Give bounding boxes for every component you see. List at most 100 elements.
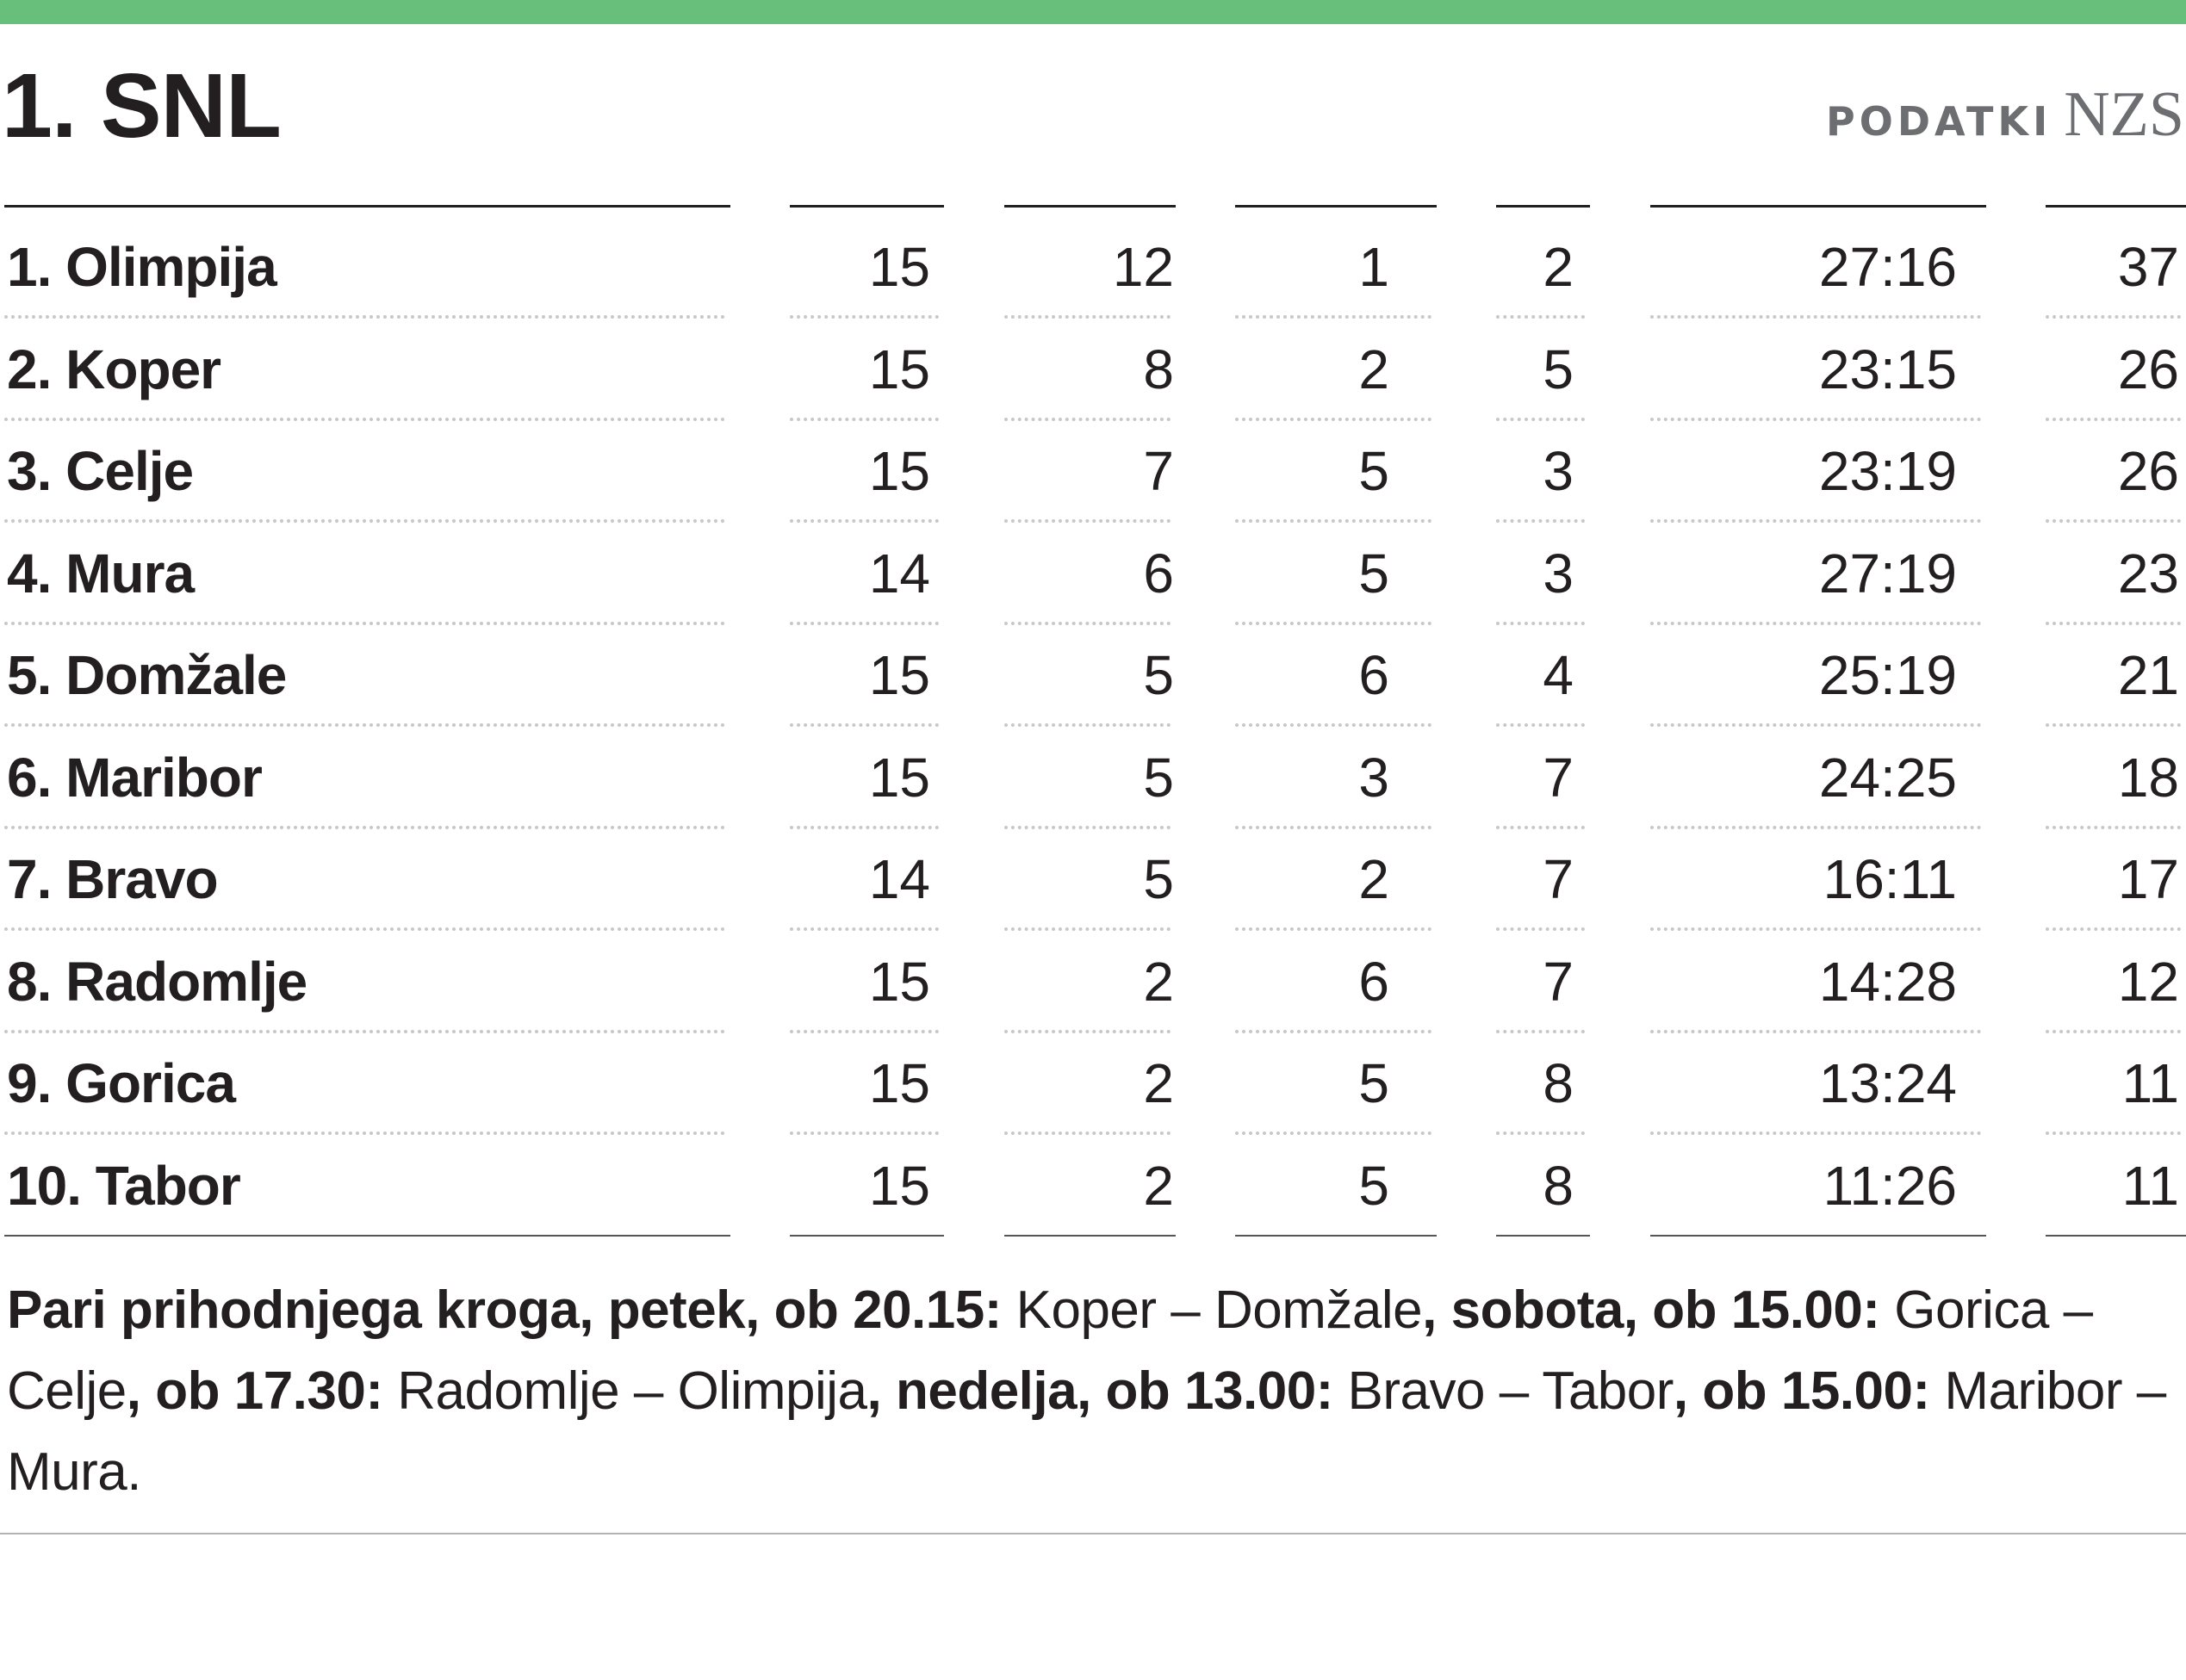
note-match: Maribor – Mura. — [7, 1361, 2166, 1502]
stat-cell: 7 — [1543, 950, 1574, 1013]
row-separator — [1496, 1131, 1585, 1135]
column-bottom-rule — [1235, 1235, 1437, 1237]
stat-cell: 23 — [2117, 542, 2179, 604]
column-bottom-rule — [1650, 1235, 1986, 1237]
row-separator — [1235, 621, 1431, 625]
row-separator — [1650, 825, 1981, 829]
stat-cell: 17 — [2117, 848, 2179, 910]
row-separator — [1650, 315, 1981, 319]
stat-cell: 21 — [2117, 644, 2179, 706]
row-separator — [4, 417, 725, 421]
row-separator — [1496, 621, 1585, 625]
row-separator — [2046, 1131, 2181, 1135]
stat-cell: 27:19 — [1818, 542, 1957, 604]
stat-cell: 5 — [1358, 440, 1389, 502]
stat-cell: 14:28 — [1818, 950, 1957, 1013]
note-match: Radomlje – Olimpija — [382, 1361, 867, 1421]
stat-cell: 3 — [1358, 746, 1389, 809]
note-schedule-label: , ob 15.00: — [1673, 1361, 1930, 1421]
team-name: 2. Koper — [7, 338, 221, 400]
stat-cell: 6 — [1358, 644, 1389, 706]
row-separator — [790, 825, 939, 829]
column-header-rule — [790, 205, 944, 208]
stat-cell: 11 — [2121, 1154, 2179, 1217]
stat-cell: 25:19 — [1818, 644, 1957, 706]
stat-cell: 5 — [1143, 746, 1174, 809]
row-separator — [1650, 417, 1981, 421]
stat-cell: 3 — [1543, 542, 1574, 604]
row-separator — [1650, 621, 1981, 625]
team-name: 1. Olimpija — [7, 236, 277, 298]
row-separator — [790, 723, 939, 727]
stat-cell: 5 — [1358, 1154, 1389, 1217]
stat-cell: 14 — [868, 848, 930, 910]
row-separator — [1496, 723, 1585, 727]
row-separator — [1235, 723, 1431, 727]
row-separator — [1650, 927, 1981, 931]
stat-cell: 37 — [2117, 236, 2179, 298]
note-schedule-label: , sobota, ob 15.00: — [1422, 1280, 1880, 1340]
row-separator — [1235, 825, 1431, 829]
row-separator — [1235, 1131, 1431, 1135]
team-name: 5. Domžale — [7, 644, 287, 706]
stat-cell: 23:15 — [1818, 338, 1957, 400]
column-bottom-rule — [2046, 1235, 2186, 1237]
row-separator — [4, 927, 725, 931]
row-separator — [790, 519, 939, 523]
stat-cell: 15 — [868, 746, 930, 809]
stat-cell: 2 — [1543, 236, 1574, 298]
stat-cell: 15 — [868, 338, 930, 400]
column-header-rule — [1004, 205, 1176, 208]
stat-cell: 15 — [868, 1154, 930, 1217]
stat-cell: 5 — [1358, 542, 1389, 604]
row-separator — [1496, 825, 1585, 829]
team-name: 8. Radomlje — [7, 950, 307, 1013]
stat-cell: 5 — [1143, 848, 1174, 910]
row-separator — [2046, 927, 2181, 931]
row-separator — [4, 519, 725, 523]
stat-cell: 27:16 — [1818, 236, 1957, 298]
row-separator — [2046, 621, 2181, 625]
stat-cell: 12 — [2117, 950, 2179, 1013]
column-header-rule — [1235, 205, 1437, 208]
row-separator — [1496, 1029, 1585, 1033]
stat-cell: 15 — [868, 440, 930, 502]
row-separator — [2046, 825, 2181, 829]
row-separator — [4, 1029, 725, 1033]
row-separator — [1235, 927, 1431, 931]
team-name: 6. Maribor — [7, 746, 263, 809]
row-separator — [790, 1029, 939, 1033]
row-separator — [1004, 315, 1171, 319]
row-separator — [1496, 315, 1585, 319]
row-separator — [1004, 621, 1171, 625]
stat-cell: 2 — [1143, 950, 1174, 1013]
team-name: 9. Gorica — [7, 1052, 236, 1114]
note-match: Bravo – Tabor — [1332, 1361, 1674, 1421]
row-separator — [4, 723, 725, 727]
row-separator — [1235, 1029, 1431, 1033]
team-name: 3. Celje — [7, 440, 194, 502]
stat-cell: 2 — [1358, 338, 1389, 400]
row-separator — [790, 417, 939, 421]
stat-cell: 15 — [868, 236, 930, 298]
row-separator — [2046, 315, 2181, 319]
note-match: Gorica – Celje — [7, 1280, 2093, 1421]
note-schedule-label: , nedelja, ob 13.00: — [866, 1361, 1334, 1421]
stat-cell: 15 — [868, 950, 930, 1013]
team-name: 10. Tabor — [7, 1154, 241, 1217]
row-separator — [790, 1131, 939, 1135]
note-schedule-label: , ob 17.30: — [126, 1361, 383, 1421]
row-separator — [1004, 927, 1171, 931]
column-bottom-rule — [1496, 1235, 1590, 1237]
stat-cell: 14 — [868, 542, 930, 604]
stat-cell: 15 — [868, 644, 930, 706]
note-match: Koper – Domžale — [1001, 1280, 1423, 1340]
stat-cell: 11:26 — [1823, 1154, 1957, 1217]
row-separator — [1004, 519, 1171, 523]
row-separator — [1004, 723, 1171, 727]
row-separator — [1235, 519, 1431, 523]
next-round-note: Pari prihodnjega kroga, petek, ob 20.15:… — [7, 1270, 2177, 1513]
row-separator — [2046, 1029, 2181, 1033]
team-name: 7. Bravo — [7, 848, 219, 910]
row-separator — [2046, 723, 2181, 727]
